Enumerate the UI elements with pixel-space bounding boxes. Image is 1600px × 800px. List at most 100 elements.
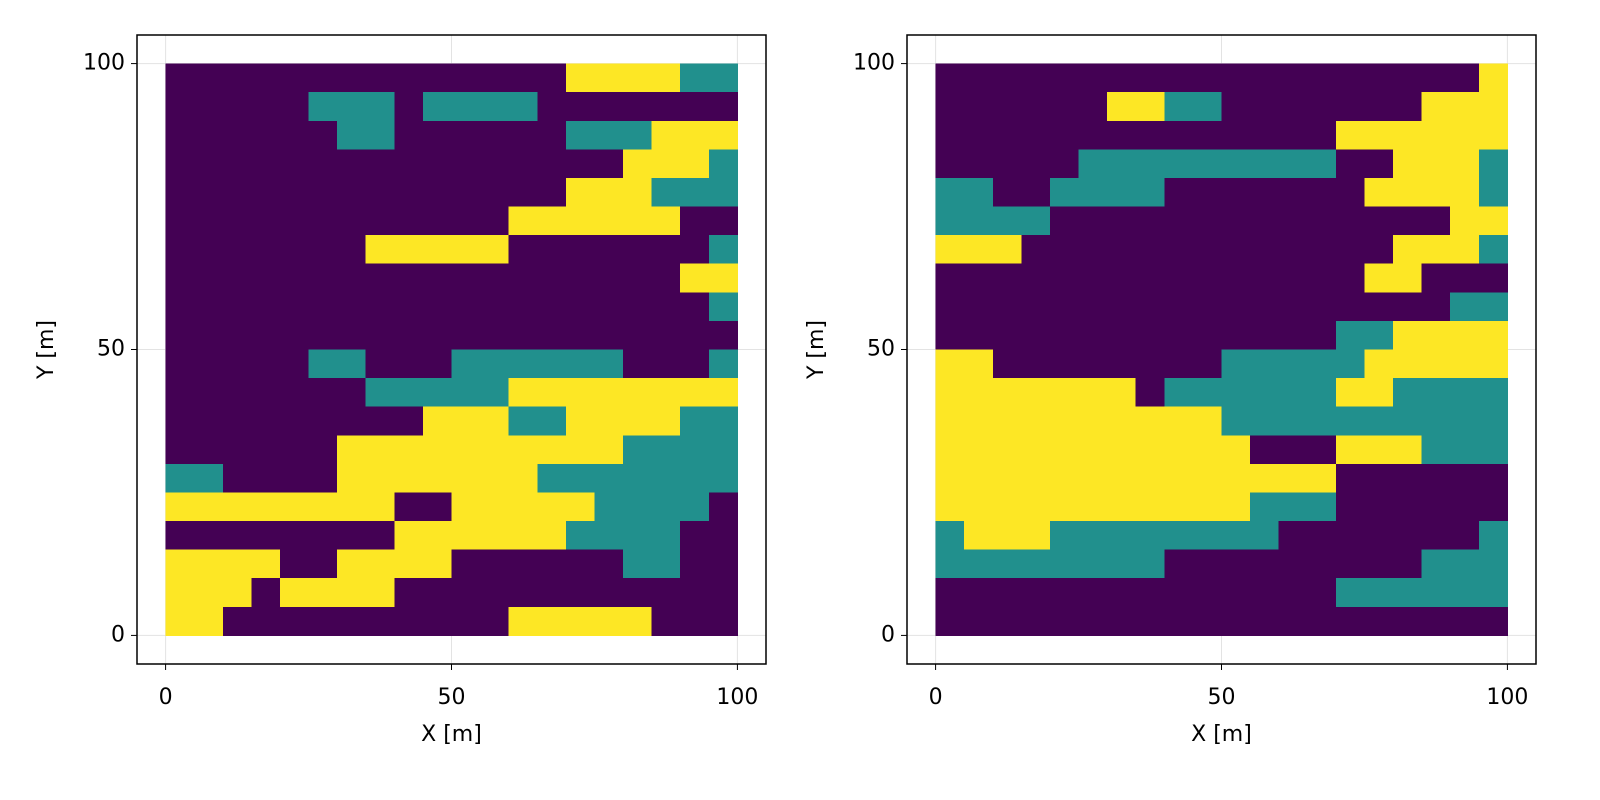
heatmap-cell [1278,292,1308,322]
heatmap-cell [1421,578,1451,608]
heatmap-cell [365,92,395,122]
heatmap-cell [1278,549,1308,579]
heatmap-cell [1478,206,1508,236]
heatmap-cell [1335,149,1365,179]
heatmap-cell [1221,149,1251,179]
heatmap-cell [480,320,510,350]
heatmap-cell [1307,406,1337,436]
heatmap-cell [1192,492,1222,522]
heatmap-cell [935,606,965,636]
heatmap-cell [1049,578,1079,608]
heatmap-cell [508,378,538,408]
heatmap-cell [680,549,710,579]
heatmap-cell [1364,578,1394,608]
heatmap-cell [594,378,624,408]
heatmap-cell [1250,549,1280,579]
heatmap-cell [365,378,395,408]
heatmap-cell [708,435,738,465]
heatmap-cell [992,206,1022,236]
heatmap-cell [1478,149,1508,179]
heatmap-cell [480,578,510,608]
heatmap-cell [1221,435,1251,465]
heatmap-cell [251,263,281,293]
heatmap-cell [222,406,252,436]
heatmap-cell [365,492,395,522]
heatmap-cell [964,92,994,122]
heatmap-cell [251,549,281,579]
heatmap-cell [508,320,538,350]
heatmap-cell [708,320,738,350]
heatmap-cell [251,463,281,493]
heatmap-cell [194,378,224,408]
heatmap-cell [1335,320,1365,350]
heatmap-cell [222,378,252,408]
heatmap-cell [394,521,424,551]
heatmap-cell [365,521,395,551]
heatmap-cell [964,120,994,150]
heatmap-cell [708,463,738,493]
heatmap-cell [1135,206,1165,236]
heatmap-cell [935,549,965,579]
heatmap-cell [279,406,309,436]
heatmap-cell [1278,606,1308,636]
heatmap-cell [1078,492,1108,522]
heatmap-cell [1135,435,1165,465]
heatmap-cell [308,206,338,236]
heatmap-cell [651,435,681,465]
heatmap-cell [1107,521,1137,551]
heatmap-cell [422,349,452,379]
heatmap-cell [1021,463,1051,493]
heatmap-cell [1078,463,1108,493]
heatmap-cell [565,349,595,379]
heatmap-cell [422,406,452,436]
heatmap-cell [508,492,538,522]
heatmap-cell [708,92,738,122]
heatmap-cell [279,378,309,408]
heatmap-cell [1450,349,1480,379]
heatmap-cell [1250,435,1280,465]
heatmap-cell [194,177,224,207]
y-tick-label: 50 [97,337,125,362]
heatmap-cell [1393,349,1423,379]
heatmap-cell [194,92,224,122]
heatmap-cell [422,92,452,122]
heatmap-cell [1135,463,1165,493]
heatmap-cell [1450,578,1480,608]
heatmap-cell [708,606,738,636]
heatmap-cell [1278,578,1308,608]
heatmap-cell [1335,578,1365,608]
heatmap-cell [251,63,281,93]
heatmap-cell [565,63,595,93]
heatmap-cell [623,406,653,436]
heatmap-cell [1135,606,1165,636]
heatmap-cell [279,292,309,322]
heatmap-cell [1335,63,1365,93]
heatmap-cell [1364,406,1394,436]
heatmap-cell [1164,235,1194,265]
heatmap-cell [935,492,965,522]
heatmap-cell [1078,292,1108,322]
heatmap-cell [1107,63,1137,93]
heatmap-cell [337,606,367,636]
heatmap-cell [708,63,738,93]
heatmap-cell [251,435,281,465]
heatmap-cell [1078,206,1108,236]
heatmap-cell [1450,492,1480,522]
heatmap-cell [251,206,281,236]
y-tick-label: 0 [881,622,895,647]
heatmap-cell [1450,177,1480,207]
heatmap-cell [1021,320,1051,350]
heatmap-cell [537,206,567,236]
heatmap-cell [964,177,994,207]
heatmap-cell [964,378,994,408]
heatmap-cell [1049,235,1079,265]
heatmap-cell [394,92,424,122]
heatmap-cell [992,320,1022,350]
heatmap-cell [708,378,738,408]
x-tick-label: 100 [716,685,758,710]
heatmap-cell [222,578,252,608]
heatmap-cell [680,92,710,122]
heatmap-cell [1192,149,1222,179]
heatmap-cell [1450,435,1480,465]
heatmap-cell [565,263,595,293]
